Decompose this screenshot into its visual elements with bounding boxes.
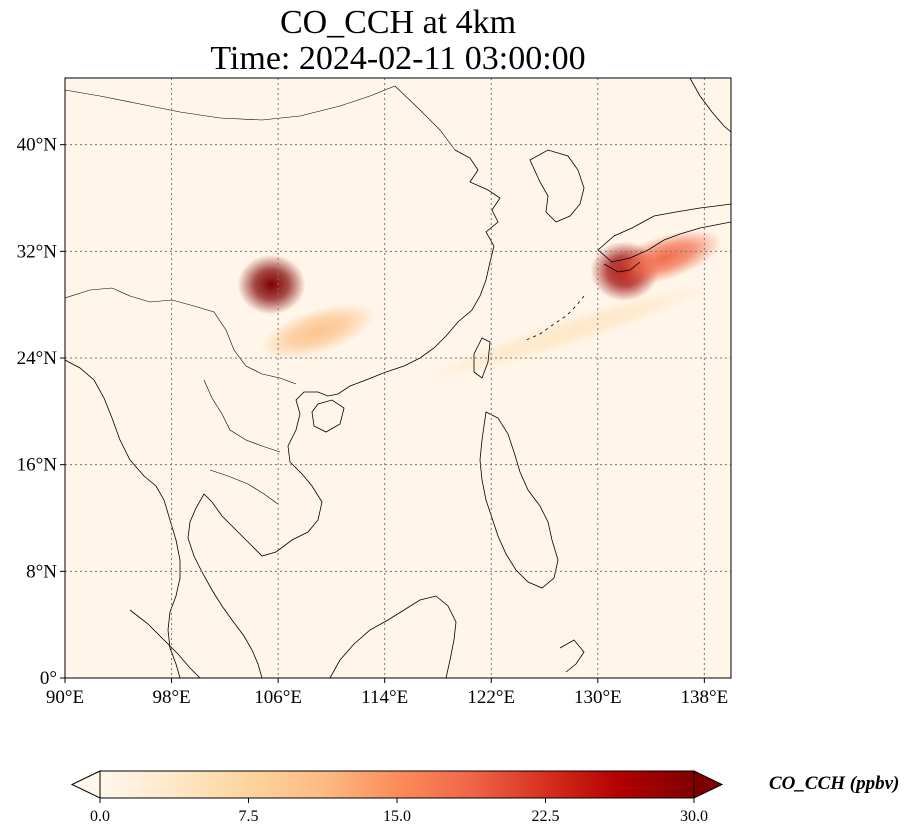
colorbar-tick-label: 0.0 [90,808,110,825]
coastline-sulawesi [559,639,585,673]
coastline-borneo [329,595,457,678]
coastline-sumatra [129,609,201,678]
colorbar: 0.0 7.5 15.0 22.5 30.0 CO_CCH (ppbv) [70,770,899,825]
lon-tick-label: 106°E [254,687,302,708]
colorbar-ticks: 0.0 7.5 15.0 22.5 30.0 [90,798,708,825]
lat-tick-label: 32°N [17,241,58,262]
colorbar-tick-label: 7.5 [239,808,259,825]
plume-sichuan-basin-max [237,254,306,315]
coastline-philippines [479,411,559,589]
plume-east-sea-band [428,283,714,380]
map-frame [64,77,732,679]
lon-tick-label: 130°E [574,687,622,708]
colorbar-tick-label: 30.0 [680,808,708,825]
lat-tick-label: 8°N [26,561,57,582]
lon-tick-label: 138°E [681,687,729,708]
colorbar-extend-max [693,770,724,799]
concentration-field [237,230,722,380]
colorbar-title: CO_CCH (ppbv) [769,773,899,794]
colorbar-tick-label: 15.0 [383,808,411,825]
colorbar-tick-label: 22.5 [532,808,560,825]
coastline-china [187,149,501,678]
coastline-hainan [311,399,345,433]
coastline-taiwan [473,337,491,379]
longitude-labels: 90°E 98°E 106°E 114°E 122°E 130°E 138°E [46,678,728,708]
lon-tick-label: 114°E [361,687,408,708]
lon-tick-label: 90°E [46,687,84,708]
coastline-korea [529,149,585,223]
coastline-japan-north [689,78,731,133]
plume-sichuan-basin-tail [260,303,376,360]
lat-tick-label: 0° [40,668,57,689]
map-area [65,78,731,678]
graticule [65,78,731,678]
lat-tick-label: 24°N [17,348,58,369]
coastlines [65,78,731,678]
map-title: CO_CCH at 4km [279,4,517,41]
coastline-bay-of-bengal [65,359,181,678]
lon-tick-label: 122°E [467,687,515,708]
lon-tick-label: 98°E [152,687,190,708]
country-borders [65,85,456,505]
colorbar-extend-min [70,770,101,799]
lat-tick-label: 40°N [17,135,58,156]
plume-japan-east [606,230,722,286]
lat-tick-label: 16°N [17,455,58,476]
map-background [65,78,731,678]
colorbar-body [100,771,694,798]
coastline-japan [597,203,731,273]
map-subtitle-time: Time: 2024-02-11 03:00:00 [210,40,586,77]
latitude-labels: 40°N 32°N 24°N 16°N 8°N 0° [17,135,65,689]
